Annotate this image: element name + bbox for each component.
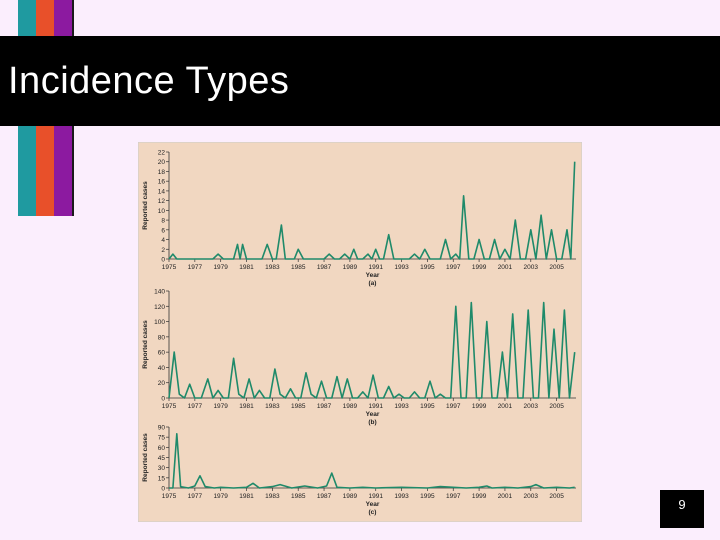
y-tick-label-1: 20	[158, 380, 166, 387]
y-axis-label-1: Reported cases	[142, 320, 149, 369]
y-tick-label-0: 10	[158, 208, 166, 215]
x-tick-label-1: 1989	[343, 403, 358, 410]
y-tick-label-0: 8	[161, 218, 165, 225]
y-tick-label-0: 12	[158, 198, 166, 205]
y-tick-label-0: 20	[158, 159, 166, 166]
x-tick-label-1: 2003	[524, 403, 539, 410]
y-tick-label-1: 40	[158, 365, 166, 372]
x-tick-label-0: 2003	[524, 264, 539, 271]
x-tick-label-2: 1997	[446, 493, 461, 500]
x-tick-label-2: 1983	[265, 493, 280, 500]
x-axis-label-2: Year	[366, 501, 380, 508]
x-tick-label-2: 1989	[343, 493, 358, 500]
x-tick-label-2: 1977	[188, 493, 203, 500]
y-tick-label-0: 0	[161, 257, 165, 264]
x-tick-label-1: 1999	[472, 403, 487, 410]
x-tick-label-1: 1995	[420, 403, 435, 410]
x-tick-label-1: 1975	[162, 403, 177, 410]
series-line-1	[168, 301, 576, 399]
series-line-0	[168, 161, 576, 260]
y-tick-label-0: 6	[161, 227, 165, 234]
x-tick-label-0: 1993	[394, 264, 409, 271]
figure-background	[138, 142, 582, 522]
x-tick-label-2: 1987	[317, 493, 332, 500]
y-tick-label-0: 16	[158, 179, 166, 186]
x-tick-label-0: 2005	[549, 264, 564, 271]
panel-label-1: (b)	[368, 419, 376, 426]
page-number: 9	[660, 490, 704, 528]
y-tick-label-1: 120	[154, 304, 165, 311]
x-tick-label-2: 1995	[420, 493, 435, 500]
x-tick-label-2: 1985	[291, 493, 306, 500]
x-tick-label-0: 1975	[162, 264, 177, 271]
x-tick-label-2: 1991	[368, 493, 383, 500]
y-tick-label-2: 45	[158, 455, 166, 462]
panel-label-0: (a)	[369, 280, 377, 287]
x-tick-label-2: 1981	[239, 493, 254, 500]
x-tick-label-0: 1999	[472, 264, 487, 271]
x-tick-label-0: 1977	[188, 264, 203, 271]
y-tick-label-2: 0	[161, 486, 165, 493]
x-tick-label-1: 1983	[265, 403, 280, 410]
y-tick-label-1: 80	[158, 334, 166, 341]
x-tick-label-1: 1987	[317, 403, 332, 410]
x-tick-label-0: 1983	[265, 264, 280, 271]
x-tick-label-1: 1977	[188, 403, 203, 410]
x-tick-label-2: 1999	[472, 493, 487, 500]
x-tick-label-1: 1991	[368, 403, 383, 410]
y-tick-label-0: 14	[158, 188, 166, 195]
x-tick-label-1: 2001	[498, 403, 513, 410]
series-line-2	[169, 432, 575, 489]
y-tick-label-1: 60	[158, 350, 166, 357]
x-tick-label-1: 1979	[213, 403, 228, 410]
y-tick-label-0: 22	[158, 150, 166, 157]
x-tick-label-1: 1981	[239, 403, 254, 410]
y-tick-label-2: 30	[158, 465, 166, 472]
figure: 0 2 4 6 8 10 12 14 16 18 20 22 1975 1977 1979 1981 1983 1…	[138, 142, 582, 522]
x-tick-label-0: 1995	[420, 264, 435, 271]
chart-panels: 0 2 4 6 8 10 12 14 16 18 20 22 1975 1977 1979 1981 1983 1…	[142, 150, 576, 516]
x-tick-label-2: 2001	[498, 493, 513, 500]
x-tick-label-1: 1997	[446, 403, 461, 410]
y-tick-label-2: 75	[158, 435, 166, 442]
x-tick-label-0: 2001	[498, 264, 513, 271]
title-bar	[0, 36, 720, 126]
x-tick-label-2: 2003	[524, 493, 539, 500]
y-tick-label-0: 18	[158, 169, 166, 176]
panel-label-2: (c)	[369, 509, 377, 516]
slide-title: Incidence Types	[8, 60, 290, 102]
x-tick-label-0: 1989	[343, 264, 358, 271]
x-axis-label-1: Year	[366, 411, 380, 418]
y-tick-label-0: 4	[161, 237, 165, 244]
y-tick-label-2: 15	[158, 475, 166, 482]
y-tick-label-1: 0	[161, 396, 165, 403]
y-tick-label-2: 60	[158, 445, 166, 452]
x-tick-label-0: 1991	[368, 264, 383, 271]
y-tick-label-0: 2	[161, 247, 165, 254]
y-tick-label-1: 100	[154, 319, 165, 326]
x-tick-label-2: 1979	[213, 493, 228, 500]
y-axis-label-2: Reported cases	[142, 433, 149, 482]
y-tick-label-2: 90	[158, 425, 166, 432]
y-axis-label-0: Reported cases	[142, 181, 149, 230]
x-tick-label-2: 1975	[162, 493, 177, 500]
x-tick-label-0: 1979	[213, 264, 228, 271]
x-tick-label-1: 2005	[549, 403, 564, 410]
x-tick-label-1: 1993	[394, 403, 409, 410]
x-tick-label-2: 1993	[394, 493, 409, 500]
x-tick-label-0: 1987	[317, 264, 332, 271]
x-tick-label-0: 1981	[239, 264, 254, 271]
x-tick-label-0: 1985	[291, 264, 306, 271]
x-tick-label-2: 2005	[549, 493, 564, 500]
y-tick-label-1: 140	[154, 289, 165, 296]
x-tick-label-0: 1997	[446, 264, 461, 271]
x-tick-label-1: 1985	[291, 403, 306, 410]
x-axis-label-0: Year	[366, 272, 380, 279]
